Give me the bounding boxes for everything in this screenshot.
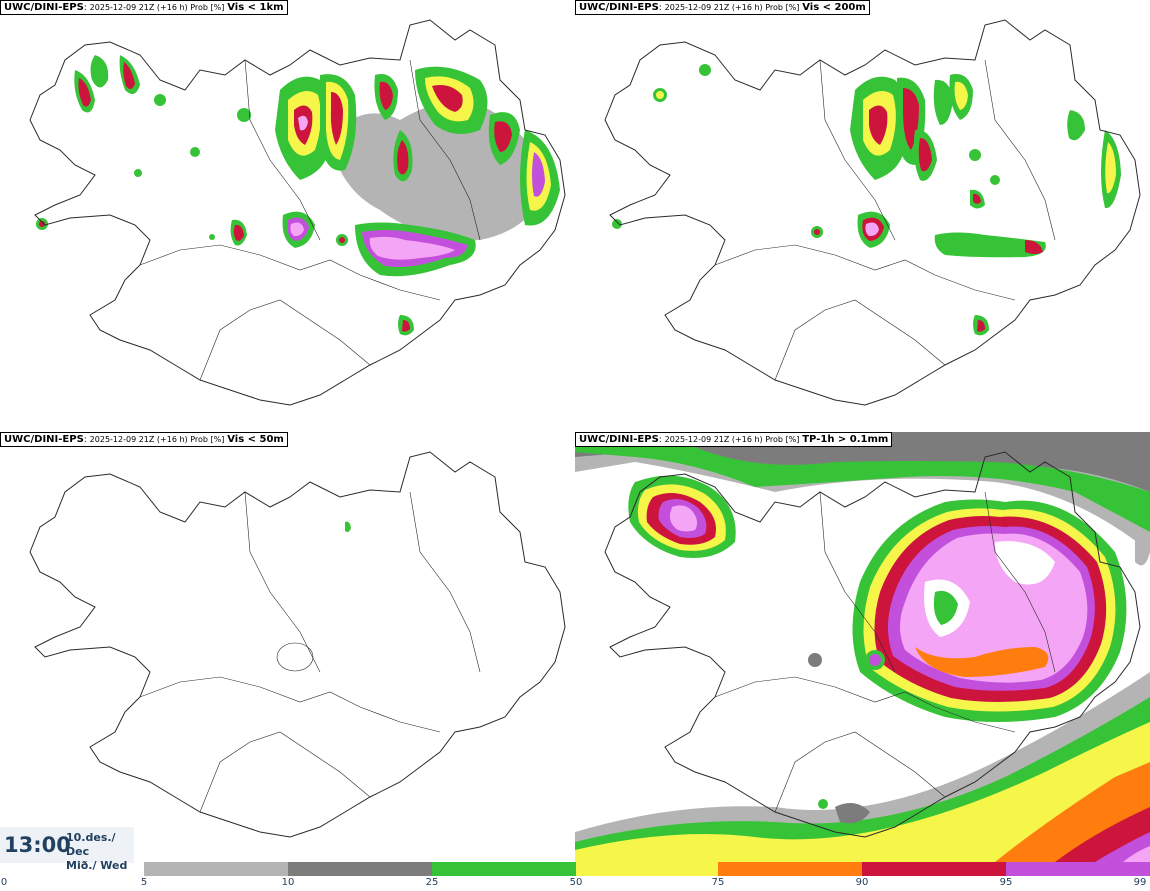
probability-field <box>345 521 351 532</box>
valid-time: 13:00 <box>4 833 71 857</box>
model-name: UWC/DINI-EPS <box>579 434 659 445</box>
legend-tick-label: 0 <box>0 877 8 888</box>
legend-band-50 <box>576 862 718 876</box>
panel-title: UWC/DINI-EPS: 2025-12-09 21Z (+16 h) Pro… <box>575 432 893 447</box>
legend-band-90 <box>862 862 1006 876</box>
model-name: UWC/DINI-EPS <box>579 2 659 13</box>
legend-band-95 <box>1006 862 1150 876</box>
coastline <box>29 19 566 406</box>
legend-band-25 <box>432 862 576 876</box>
valid-date: 10.des./ Dec Mið./ Wed <box>66 831 134 873</box>
legend-band-10 <box>288 862 432 876</box>
panel-title: UWC/DINI-EPS: 2025-12-09 21Z (+16 h) Pro… <box>0 0 288 15</box>
map-panel-vis-1km: UWC/DINI-EPS: 2025-12-09 21Z (+16 h) Pro… <box>0 0 575 430</box>
legend-band-75 <box>718 862 862 876</box>
map-panel-vis-50m: UWC/DINI-EPS: 2025-12-09 21Z (+16 h) Pro… <box>0 432 575 862</box>
panel-title: UWC/DINI-EPS: 2025-12-09 21Z (+16 h) Pro… <box>0 432 288 447</box>
map-canvas <box>604 19 1141 406</box>
map-canvas <box>29 451 566 838</box>
valid-weekday-line: Mið./ Wed <box>66 859 128 872</box>
run-info: 2025-12-09 21Z (+16 h) Prob [%] <box>664 3 800 12</box>
legend-tick-label: 50 <box>569 877 583 888</box>
run-info: 2025-12-09 21Z (+16 h) Prob [%] <box>664 435 800 444</box>
run-info: 2025-12-09 21Z (+16 h) Prob [%] <box>89 435 225 444</box>
coastline <box>29 451 566 838</box>
variable-name: TP-1h > 0.1mm <box>802 434 889 445</box>
legend-tick-label: 90 <box>855 877 869 888</box>
panel-title: UWC/DINI-EPS: 2025-12-09 21Z (+16 h) Pro… <box>575 0 870 15</box>
legend-band-5 <box>144 862 288 876</box>
valid-time-box: 13:00 10.des./ Dec Mið./ Wed <box>0 827 134 872</box>
probability-field <box>36 55 560 336</box>
map-canvas <box>575 432 1150 862</box>
model-name: UWC/DINI-EPS <box>4 2 84 13</box>
coastline <box>604 19 1141 406</box>
map-panel-tp-1h: UWC/DINI-EPS: 2025-12-09 21Z (+16 h) Pro… <box>575 432 1150 862</box>
legend-tick-label: 95 <box>999 877 1013 888</box>
coastline <box>604 451 1141 838</box>
legend-tick-label: 75 <box>711 877 725 888</box>
variable-name: Vis < 1km <box>227 2 284 13</box>
map-panel-vis-200m: UWC/DINI-EPS: 2025-12-09 21Z (+16 h) Pro… <box>575 0 1150 430</box>
variable-name: Vis < 200m <box>802 2 866 13</box>
legend-tick-label: 25 <box>425 877 439 888</box>
legend-tick-label: 10 <box>281 877 295 888</box>
map-canvas <box>29 19 566 406</box>
probability-field <box>612 64 1121 336</box>
probability-field <box>575 432 1150 862</box>
probability-legend: 0 5 10 25 50 75 90 95 99 <box>0 862 1150 891</box>
valid-date-line: 10.des./ Dec <box>66 831 116 858</box>
variable-name: Vis < 50m <box>227 434 284 445</box>
run-info: 2025-12-09 21Z (+16 h) Prob [%] <box>89 3 225 12</box>
model-name: UWC/DINI-EPS <box>4 434 84 445</box>
legend-tick-label: 99 <box>1133 877 1147 888</box>
legend-tick-label: 5 <box>140 877 148 888</box>
